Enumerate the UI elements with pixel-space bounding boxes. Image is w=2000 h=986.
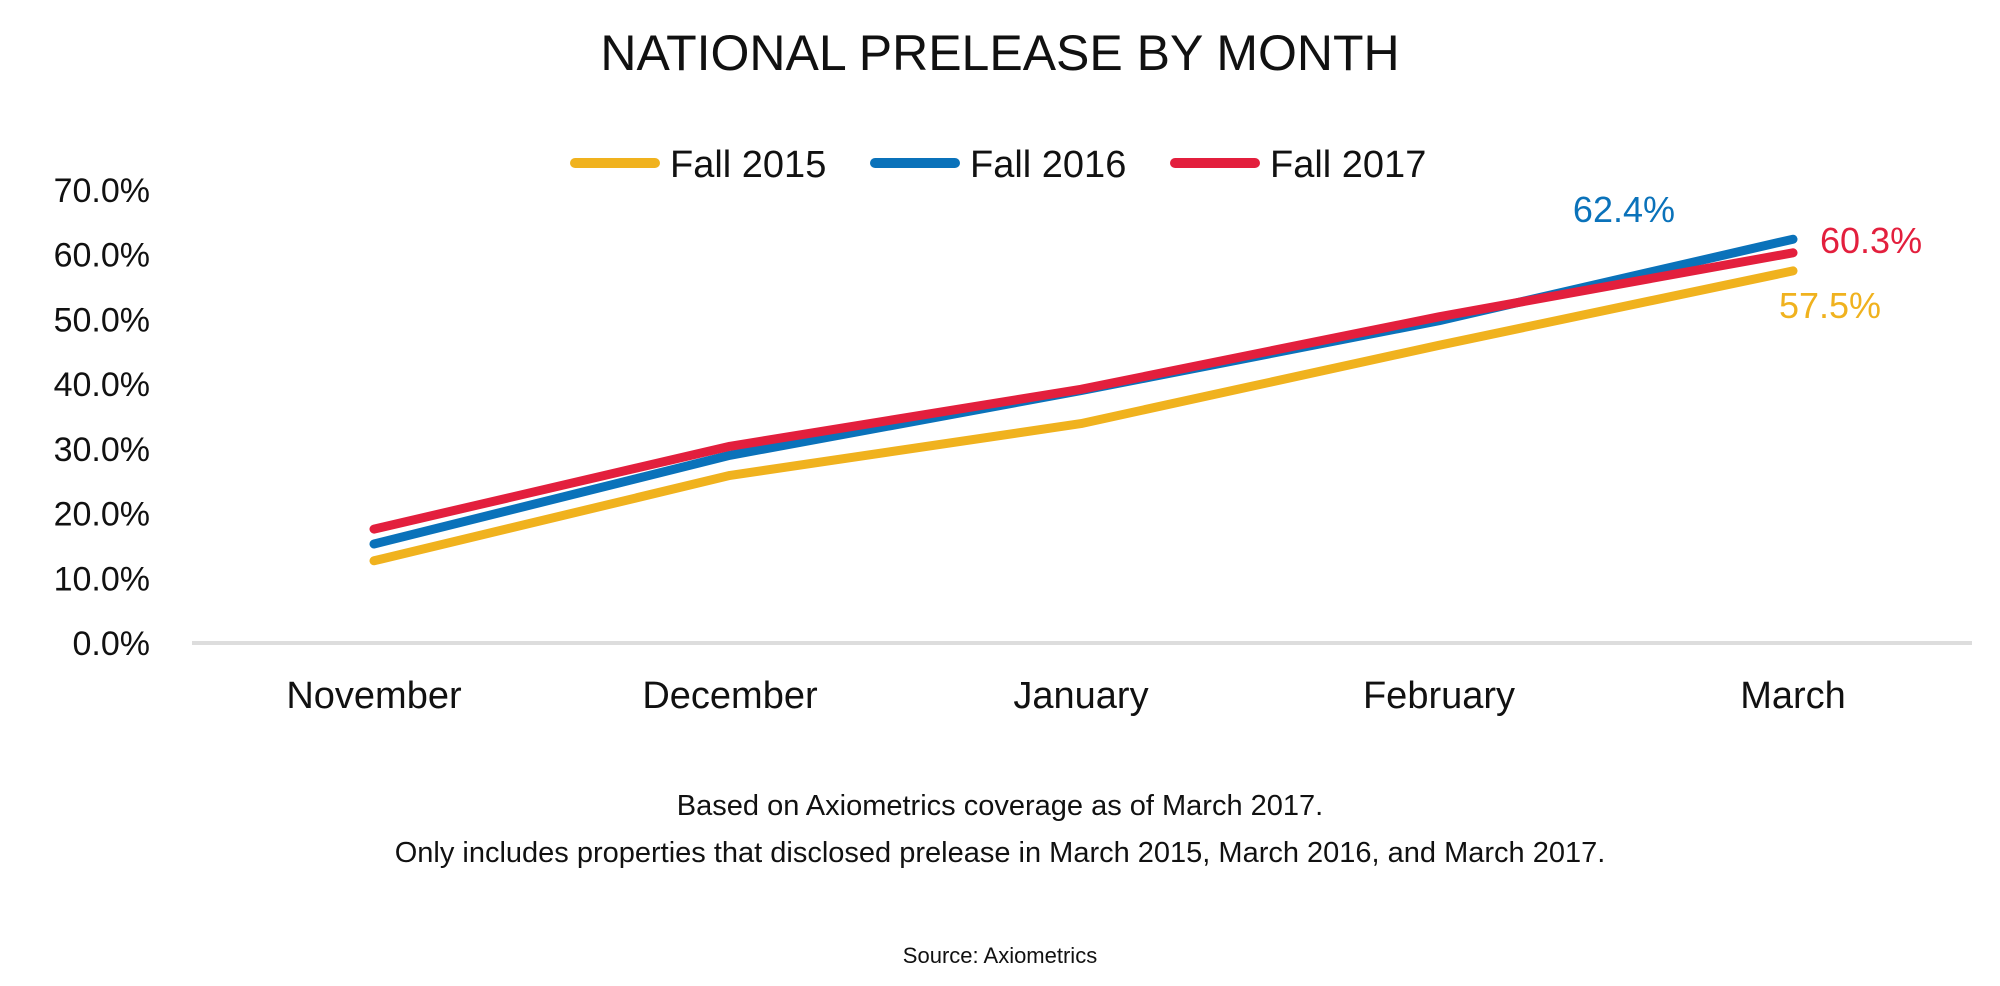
x-axis: November December January February March bbox=[286, 675, 1845, 717]
source: Source: Axiometrics bbox=[903, 943, 1097, 968]
legend-label: Fall 2016 bbox=[970, 144, 1126, 186]
legend: Fall 2015 Fall 2016 Fall 2017 bbox=[570, 144, 1426, 186]
x-tick-label: January bbox=[1013, 675, 1148, 717]
y-tick-label: 0.0% bbox=[73, 625, 151, 663]
y-tick-label: 50.0% bbox=[54, 301, 150, 339]
end-label: 62.4% bbox=[1573, 189, 1675, 230]
end-labels: 57.5% 62.4% 60.3% bbox=[1573, 189, 1922, 326]
x-tick-label: February bbox=[1363, 675, 1515, 717]
series-line-fall-2015 bbox=[369, 266, 1798, 566]
x-tick-label: November bbox=[286, 675, 462, 717]
y-tick-label: 20.0% bbox=[54, 496, 150, 534]
y-tick-label: 70.0% bbox=[54, 172, 150, 210]
x-tick-label: December bbox=[642, 675, 818, 717]
series-lines bbox=[369, 234, 1798, 566]
note-1: Based on Axiometrics coverage as of Marc… bbox=[677, 790, 1323, 822]
y-tick-label: 60.0% bbox=[54, 237, 150, 275]
y-tick-label: 10.0% bbox=[54, 560, 150, 598]
legend-label: Fall 2015 bbox=[670, 144, 826, 186]
legend-label: Fall 2017 bbox=[1270, 144, 1426, 186]
y-axis: 0.0% 10.0% 20.0% 30.0% 40.0% 50.0% 60.0% 70.0% bbox=[54, 172, 150, 663]
chart-title: NATIONAL PRELEASE BY MONTH bbox=[600, 25, 1399, 81]
end-label: 60.3% bbox=[1820, 220, 1922, 261]
end-label: 57.5% bbox=[1779, 285, 1881, 326]
y-tick-label: 30.0% bbox=[54, 431, 150, 469]
x-tick-label: March bbox=[1740, 675, 1846, 717]
y-tick-label: 40.0% bbox=[54, 366, 150, 404]
note-2: Only includes properties that disclosed … bbox=[395, 837, 1606, 869]
